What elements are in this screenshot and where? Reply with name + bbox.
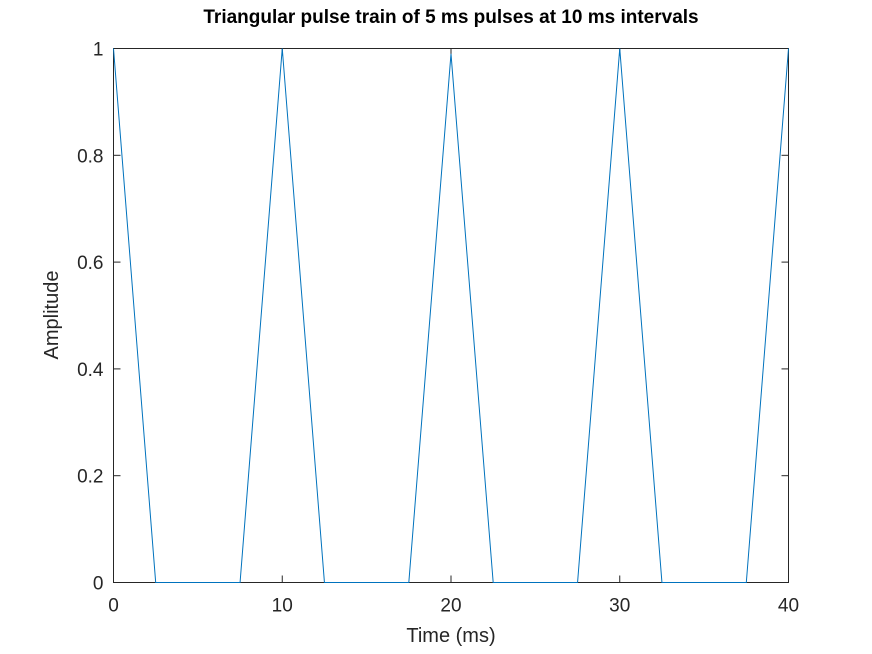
y-tick-label: 1 <box>93 40 104 61</box>
x-tick-label: 10 <box>272 596 293 617</box>
x-tick-label: 40 <box>778 596 799 617</box>
plot-area: 0 10 20 30 40 0 0.2 0.4 0.6 0.8 1 <box>77 40 799 617</box>
x-tick-label: 30 <box>609 596 630 617</box>
x-tick-label: 20 <box>440 596 461 617</box>
y-tick-label: 0.6 <box>77 253 103 274</box>
y-tick-label: 0.2 <box>77 467 103 488</box>
y-tick-label: 0.8 <box>77 146 103 167</box>
x-axis-label: Time (ms) <box>406 625 495 647</box>
chart-title: Triangular pulse train of 5 ms pulses at… <box>203 7 698 28</box>
series-group <box>113 48 789 583</box>
y-axis-label: Amplitude <box>41 271 63 360</box>
ticks: 0 10 20 30 40 0 0.2 0.4 0.6 0.8 1 <box>77 40 799 617</box>
series-line <box>113 48 789 583</box>
y-tick-label: 0 <box>93 574 104 595</box>
x-tick-label: 0 <box>108 596 119 617</box>
y-tick-label: 0.4 <box>77 360 104 381</box>
axes-frame <box>113 48 789 583</box>
